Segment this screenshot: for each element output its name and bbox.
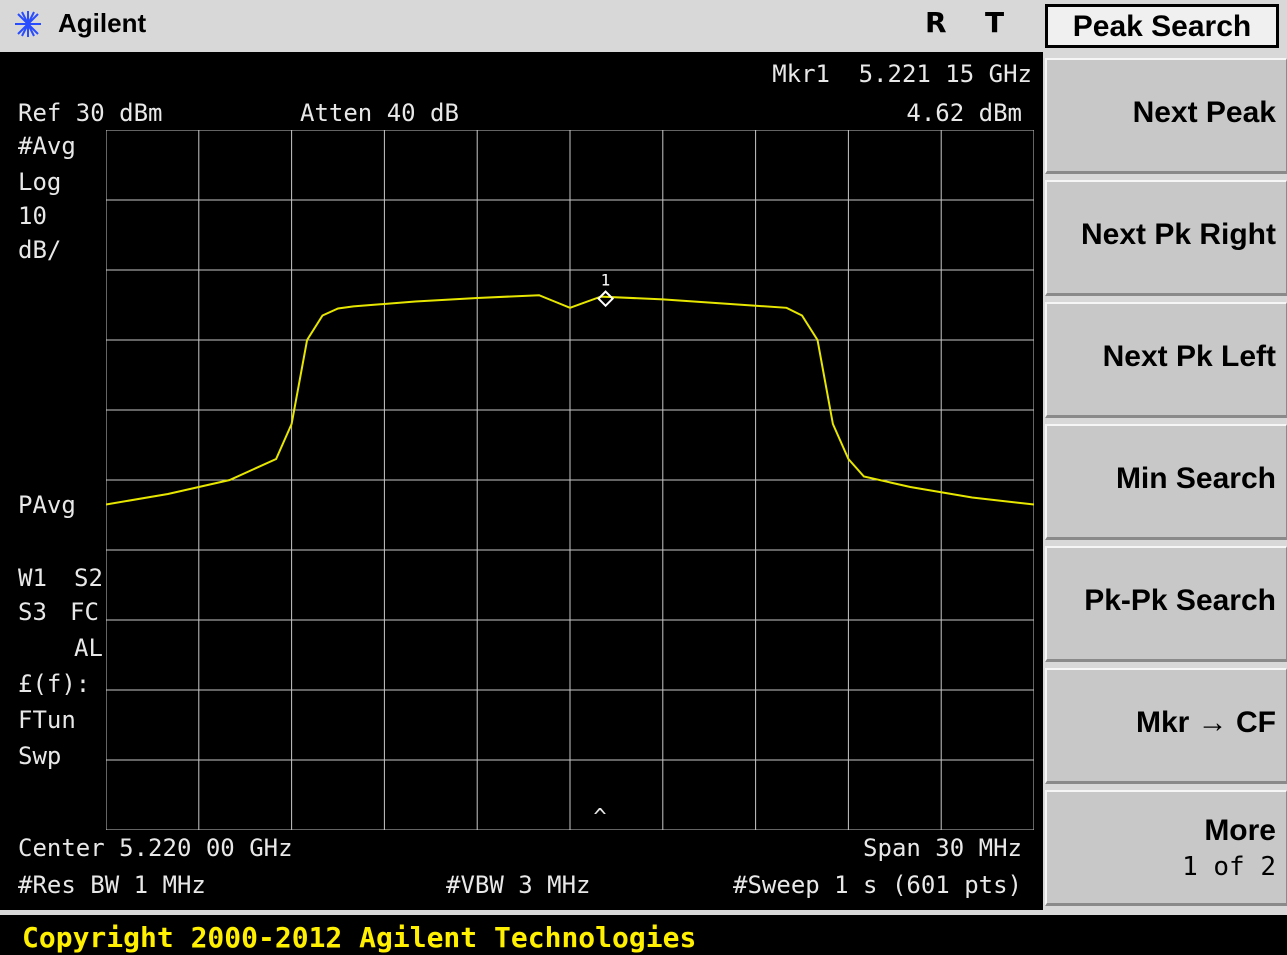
pk-pk-search-label: Pk-Pk Search xyxy=(1084,584,1276,617)
more-button[interactable]: More 1 of 2 xyxy=(1045,790,1287,906)
resolution-bandwidth: #Res BW 1 MHz xyxy=(18,871,206,899)
next-peak-label: Next Peak xyxy=(1132,96,1276,129)
s3-annotation: S3 xyxy=(18,598,47,626)
ftun-annotation: FTun xyxy=(18,706,76,734)
span: Span 30 MHz xyxy=(863,834,1022,862)
copyright-text: Copyright 2000-2012 Agilent Technologies xyxy=(22,921,697,954)
spectrum-trace xyxy=(106,294,1034,506)
s2-annotation: S2 xyxy=(74,564,103,592)
attenuation: Atten 40 dB xyxy=(300,99,459,127)
more-page-indicator: 1 of 2 xyxy=(1182,852,1276,882)
pk-pk-search-button[interactable]: Pk-Pk Search xyxy=(1045,546,1287,662)
swp-annotation: Swp xyxy=(18,742,62,770)
scale-unit: dB/ xyxy=(18,236,62,264)
status-bar: Copyright 2000-2012 Agilent Technologies xyxy=(0,910,1287,955)
measurement-display: Mkr1 5.221 15 GHz Ref 30 dBm Atten 40 dB… xyxy=(12,55,1034,905)
mkr-to-cf-button[interactable]: Mkr → CF xyxy=(1045,668,1287,784)
menu-title: Peak Search xyxy=(1045,4,1279,48)
center-caret: ^ xyxy=(593,805,606,830)
agilent-spark-icon xyxy=(15,11,41,37)
trigger-indicator: T xyxy=(985,6,1005,39)
scale-type: Log xyxy=(18,168,62,196)
min-search-button[interactable]: Min Search xyxy=(1045,424,1287,540)
marker-amplitude: 4.62 dBm xyxy=(906,99,1022,127)
reference-level: Ref 30 dBm xyxy=(18,99,163,127)
marker-frequency: 5.221 15 GHz xyxy=(858,60,1032,88)
title-bar: Agilent R T xyxy=(0,0,1045,55)
more-label: More xyxy=(1204,814,1276,847)
next-pk-left-button[interactable]: Next Pk Left xyxy=(1045,302,1287,418)
mkr-to-cf-label: Mkr → CF xyxy=(1135,706,1276,739)
marker-label: Mkr1 xyxy=(772,60,830,88)
marker-1-number: 1 xyxy=(601,271,611,290)
al-annotation: AL xyxy=(74,634,103,662)
fc-annotation: FC xyxy=(70,598,99,626)
grid-lines xyxy=(106,130,1034,830)
brand-label: Agilent xyxy=(58,8,147,38)
pavg-annotation: PAvg xyxy=(18,491,76,519)
remote-indicator: R xyxy=(925,6,947,39)
avg-annotation: #Avg xyxy=(18,132,76,160)
min-search-label: Min Search xyxy=(1115,462,1276,495)
next-peak-button[interactable]: Next Peak xyxy=(1045,58,1287,174)
next-pk-right-button[interactable]: Next Pk Right xyxy=(1045,180,1287,296)
w1-annotation: W1 xyxy=(18,564,47,592)
function-annotation: £(f): xyxy=(18,670,91,698)
next-pk-right-label: Next Pk Right xyxy=(1080,218,1276,251)
spectrum-graticule: 1 ^ xyxy=(106,130,1034,830)
sweep-time: #Sweep 1 s (601 pts) xyxy=(733,871,1022,899)
marker-1-diamond xyxy=(597,290,615,308)
video-bandwidth: #VBW 3 MHz xyxy=(446,871,591,899)
center-frequency: Center 5.220 00 GHz xyxy=(18,834,293,862)
scale-value: 10 xyxy=(18,202,47,230)
next-pk-left-label: Next Pk Left xyxy=(1102,340,1276,373)
marker-1: 1 xyxy=(597,271,615,308)
